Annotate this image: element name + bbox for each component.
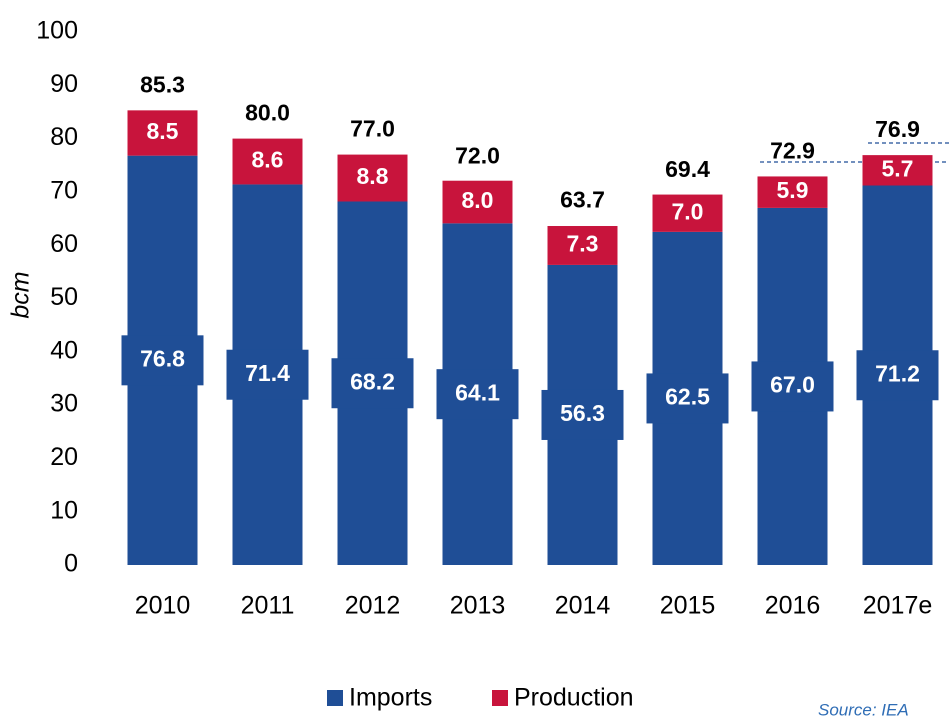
total-label: 80.0 — [245, 100, 290, 126]
value-label: 64.1 — [455, 379, 500, 405]
x-tick-label: 2014 — [555, 592, 611, 620]
y-tick-label: 80 — [50, 123, 78, 151]
legend-swatch — [327, 690, 343, 706]
value-label: 5.9 — [777, 177, 809, 203]
x-tick-label: 2012 — [345, 592, 401, 620]
value-label: 62.5 — [665, 384, 710, 410]
value-label: 8.0 — [462, 187, 494, 213]
bar-segment — [337, 154, 408, 202]
label-box — [331, 358, 414, 409]
total-label: 85.3 — [140, 71, 185, 97]
y-axis-label: bcm — [7, 271, 35, 318]
label-box — [751, 361, 834, 412]
x-tick-label: 2011 — [241, 592, 295, 620]
bar-segment — [442, 180, 513, 224]
y-tick-label: 30 — [50, 390, 78, 418]
total-label: 72.9 — [770, 138, 815, 164]
total-label: 76.9 — [875, 116, 920, 142]
label-box — [436, 369, 519, 420]
value-label: 76.8 — [140, 345, 185, 371]
x-tick-label: 2016 — [765, 592, 821, 620]
value-label: 8.5 — [147, 118, 179, 144]
bar-segment — [232, 138, 303, 185]
source-note: Source: IEA — [818, 700, 909, 719]
x-tick-label: 2010 — [135, 592, 191, 620]
value-label: 7.0 — [672, 198, 704, 224]
y-tick-label: 20 — [50, 443, 78, 471]
y-tick-label: 40 — [50, 336, 78, 364]
label-box — [226, 349, 309, 400]
y-tick-label: 60 — [50, 230, 78, 258]
x-tick-label: 2017e — [863, 592, 933, 620]
total-label: 69.4 — [665, 156, 710, 182]
y-tick-label: 90 — [50, 70, 78, 98]
x-tick-label: 2015 — [660, 592, 716, 620]
y-tick-label: 50 — [50, 283, 78, 311]
value-label: 67.0 — [770, 372, 815, 398]
label-box — [121, 335, 204, 386]
legend-label: Production — [514, 684, 634, 712]
total-label: 77.0 — [350, 116, 395, 142]
bar-segment — [547, 226, 618, 265]
y-tick-label: 70 — [50, 177, 78, 205]
label-box — [646, 373, 729, 424]
label-box — [856, 350, 939, 401]
value-label: 68.2 — [350, 368, 395, 394]
value-label: 71.4 — [245, 360, 290, 386]
total-label: 63.7 — [560, 187, 605, 213]
y-tick-label: 10 — [50, 496, 78, 524]
value-label: 8.6 — [252, 147, 284, 173]
x-tick-label: 2013 — [450, 592, 506, 620]
value-label: 5.7 — [882, 155, 914, 181]
value-label: 8.8 — [357, 163, 389, 189]
total-label: 72.0 — [455, 142, 500, 168]
y-tick-label: 100 — [36, 17, 78, 45]
bar-segment — [652, 194, 723, 232]
bar-segment — [862, 155, 933, 186]
y-tick-label: 0 — [64, 550, 78, 578]
legend-swatch — [492, 690, 508, 706]
value-label: 56.3 — [560, 400, 605, 426]
bar-segment — [127, 110, 198, 156]
bar-segment — [757, 176, 828, 208]
label-box — [541, 389, 624, 440]
value-label: 71.2 — [875, 360, 920, 386]
value-label: 7.3 — [567, 231, 599, 257]
legend-label: Imports — [349, 684, 432, 712]
